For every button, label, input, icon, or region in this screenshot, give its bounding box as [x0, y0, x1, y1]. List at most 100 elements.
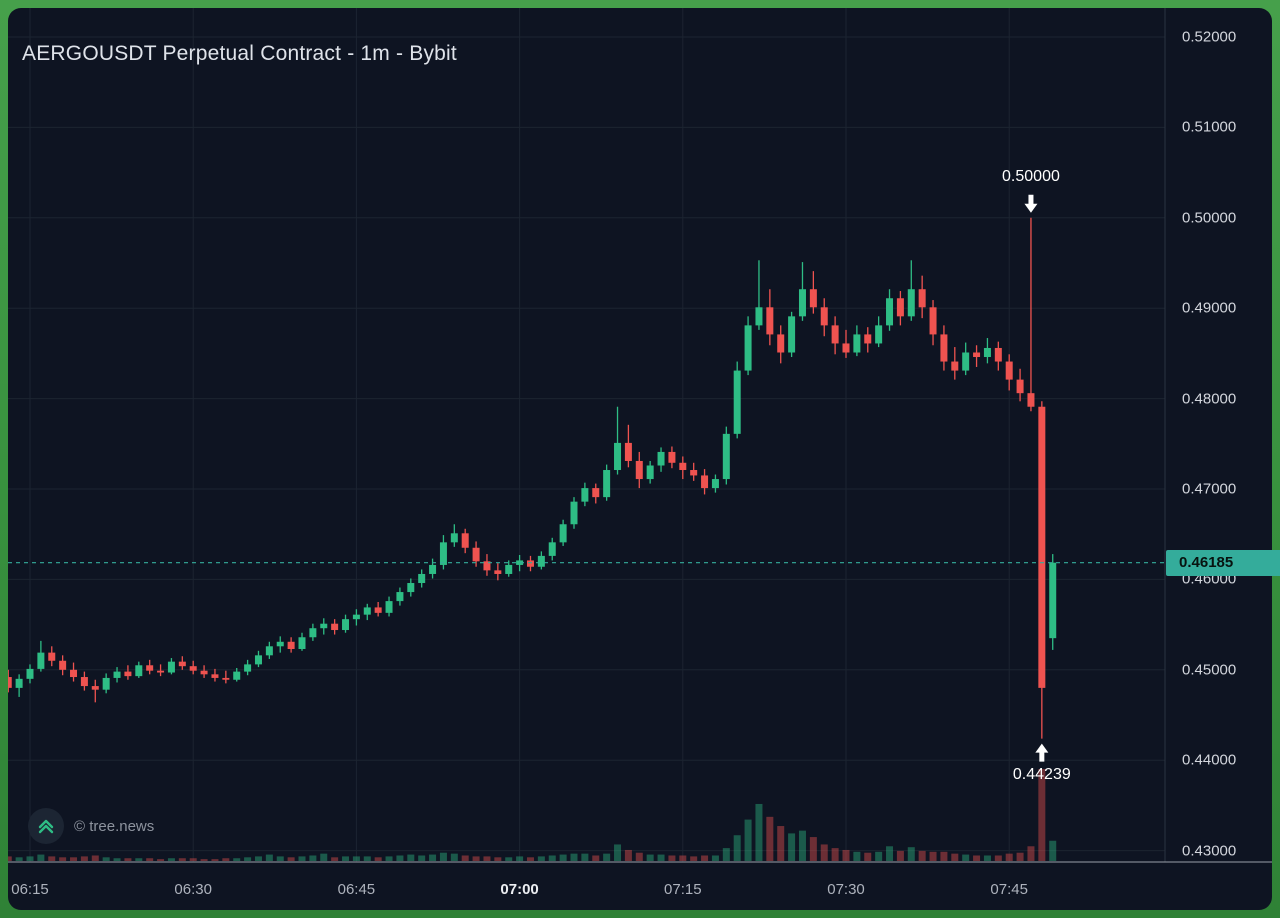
candle-body — [113, 671, 121, 678]
volume-bar — [766, 816, 774, 861]
candle-body — [831, 325, 839, 344]
tree-news-logo-badge — [28, 808, 64, 844]
candle-body — [124, 671, 132, 677]
volume-bar — [516, 856, 524, 861]
candle-body — [875, 325, 883, 344]
candle-body — [505, 564, 513, 574]
volume-bar — [124, 858, 132, 861]
candle-body — [211, 674, 219, 678]
candle-body — [657, 451, 665, 466]
annotation-price-label: 0.44239 — [1012, 765, 1071, 783]
volume-bar — [342, 856, 350, 861]
candle-body — [396, 592, 404, 602]
volume-bar — [396, 855, 404, 861]
price-axis-label: 0.45000 — [1182, 661, 1237, 679]
candle-body — [820, 307, 828, 326]
volume-bar — [809, 837, 817, 861]
candle-body — [962, 352, 970, 371]
candle-body — [189, 666, 197, 671]
volume-bar — [113, 858, 121, 861]
candle-body — [679, 462, 687, 471]
volume-bar — [200, 859, 208, 861]
volume-bar — [135, 858, 143, 861]
candle-body — [777, 334, 785, 353]
candle-body — [146, 665, 154, 671]
volume-bar — [581, 853, 589, 861]
volume-bar — [8, 856, 12, 861]
candle-body — [233, 671, 241, 680]
candle-body — [853, 334, 861, 353]
volume-bar — [178, 858, 186, 861]
time-axis-label: 06:30 — [174, 881, 212, 898]
candle-body — [788, 316, 796, 353]
price-axis-label: 0.50000 — [1182, 209, 1237, 227]
candle-body — [1049, 562, 1057, 639]
candle-body — [15, 678, 23, 688]
volume-bar — [940, 851, 948, 861]
volume-bar — [265, 854, 273, 861]
volume-bar — [1038, 769, 1046, 861]
volume-bar — [407, 854, 415, 861]
time-axis-label: 06:45 — [337, 881, 376, 898]
candle-body — [102, 677, 110, 690]
volume-bar — [994, 855, 1002, 861]
time-axis-label: 06:15 — [11, 881, 49, 898]
volume-bar — [244, 857, 252, 861]
candle-body — [472, 547, 480, 562]
candle-body — [1005, 361, 1013, 380]
volume-bar — [788, 833, 796, 861]
candle-body — [537, 555, 545, 567]
price-axis-label: 0.48000 — [1182, 390, 1237, 408]
candle-body — [973, 352, 981, 358]
volume-bar — [668, 855, 676, 861]
volume-bar — [461, 855, 469, 861]
volume-bar — [1027, 846, 1035, 861]
candle-body — [80, 677, 88, 687]
volume-bar — [494, 857, 502, 861]
candle-body — [722, 433, 730, 480]
candle-body — [494, 570, 502, 574]
volume-bar — [331, 857, 339, 861]
volume-bar — [570, 853, 578, 861]
candle-body — [994, 347, 1002, 362]
candle-body — [352, 614, 360, 620]
candle-body — [374, 607, 382, 613]
candle-body — [178, 661, 186, 667]
volume-bar — [983, 855, 991, 861]
candle-body — [929, 307, 937, 335]
watermark-text: © tree.news — [74, 817, 155, 835]
time-axis-label: 07:45 — [990, 881, 1028, 898]
candle-body — [265, 646, 273, 656]
candle-body — [59, 660, 67, 670]
annotation-price-label: 0.50000 — [1002, 167, 1060, 185]
volume-bar — [1016, 852, 1024, 861]
volume-bar — [798, 830, 806, 861]
candle-body — [320, 623, 328, 629]
volume-bar — [59, 857, 67, 861]
volume-bar — [614, 844, 622, 861]
volume-bar — [418, 855, 426, 861]
volume-bar — [374, 857, 382, 861]
volume-bar — [875, 851, 883, 861]
volume-bar — [254, 856, 262, 861]
price-axis-label: 0.44000 — [1182, 751, 1237, 769]
candle-body — [135, 665, 143, 677]
overlay-layer — [8, 8, 1272, 863]
volume-bar — [733, 835, 741, 861]
volume-bar — [15, 857, 23, 861]
candle-body — [309, 628, 317, 638]
volume-bar — [722, 848, 730, 861]
volume-bar — [1005, 853, 1013, 861]
candle-body — [940, 334, 948, 362]
candle-body — [603, 470, 611, 498]
candle-body — [483, 561, 491, 571]
volume-bar — [363, 856, 371, 861]
candle-body — [91, 686, 99, 690]
candle-body — [690, 470, 698, 476]
volume-bar — [603, 853, 611, 861]
volume-bar — [70, 857, 78, 861]
candle-body — [276, 641, 284, 647]
volume-bar — [951, 853, 959, 861]
